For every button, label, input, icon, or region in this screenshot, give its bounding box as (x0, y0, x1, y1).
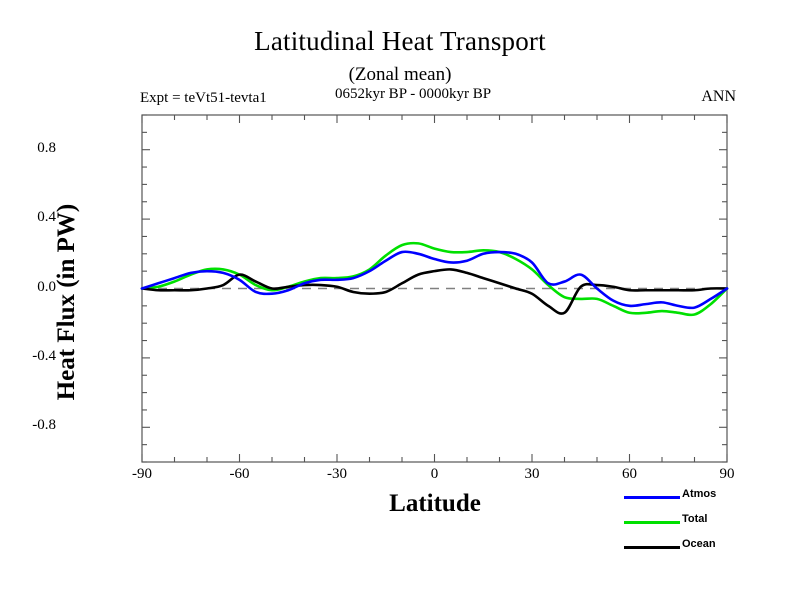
legend-item: Atmos (624, 486, 794, 511)
series-line-atmos (140, 250, 729, 310)
series-line-ocean (140, 268, 729, 315)
legend-label: Ocean (682, 538, 716, 550)
chart-legend: Atmos Total Ocean (624, 486, 794, 561)
page-title: Latitudinal Heat Transport (254, 26, 546, 56)
x-tick-label: -60 (229, 466, 250, 482)
x-tick-label: -30 (327, 466, 347, 482)
legend-item: Ocean (624, 536, 794, 561)
x-tick-label: -90 (132, 466, 152, 482)
chart-period-label: 0652kyr BP - 0000kyr BP (334, 86, 492, 102)
y-tick-label-text: 0.0 (37, 278, 56, 295)
season-label: ANN (701, 88, 736, 105)
experiment-label: Expt = teVt51-tevta1 (140, 90, 267, 106)
axis-ticks (141, 114, 728, 463)
x-tick-label: 60 (622, 466, 637, 482)
x-axis-title: Latitude (389, 490, 481, 517)
chart-subtitle: (Zonal mean) (348, 64, 452, 85)
y-tick-label-text: 0.4 (37, 209, 56, 226)
y-tick-label-text: 0.8 (37, 139, 56, 156)
x-tick-label: 30 (524, 466, 540, 482)
legend-item: Total (624, 511, 794, 536)
legend-label: Atmos (682, 488, 717, 500)
data-series-group (140, 241, 729, 317)
legend-color-swatch (624, 521, 680, 524)
y-tick-label-text: -0.8 (32, 417, 56, 434)
y-tick-label-text: -0.4 (32, 347, 56, 364)
legend-color-swatch (624, 496, 680, 499)
x-tick-label: 0 (430, 466, 439, 482)
legend-label: Total (682, 513, 708, 525)
legend-color-swatch (624, 546, 680, 549)
x-tick-label: 90 (719, 466, 735, 482)
